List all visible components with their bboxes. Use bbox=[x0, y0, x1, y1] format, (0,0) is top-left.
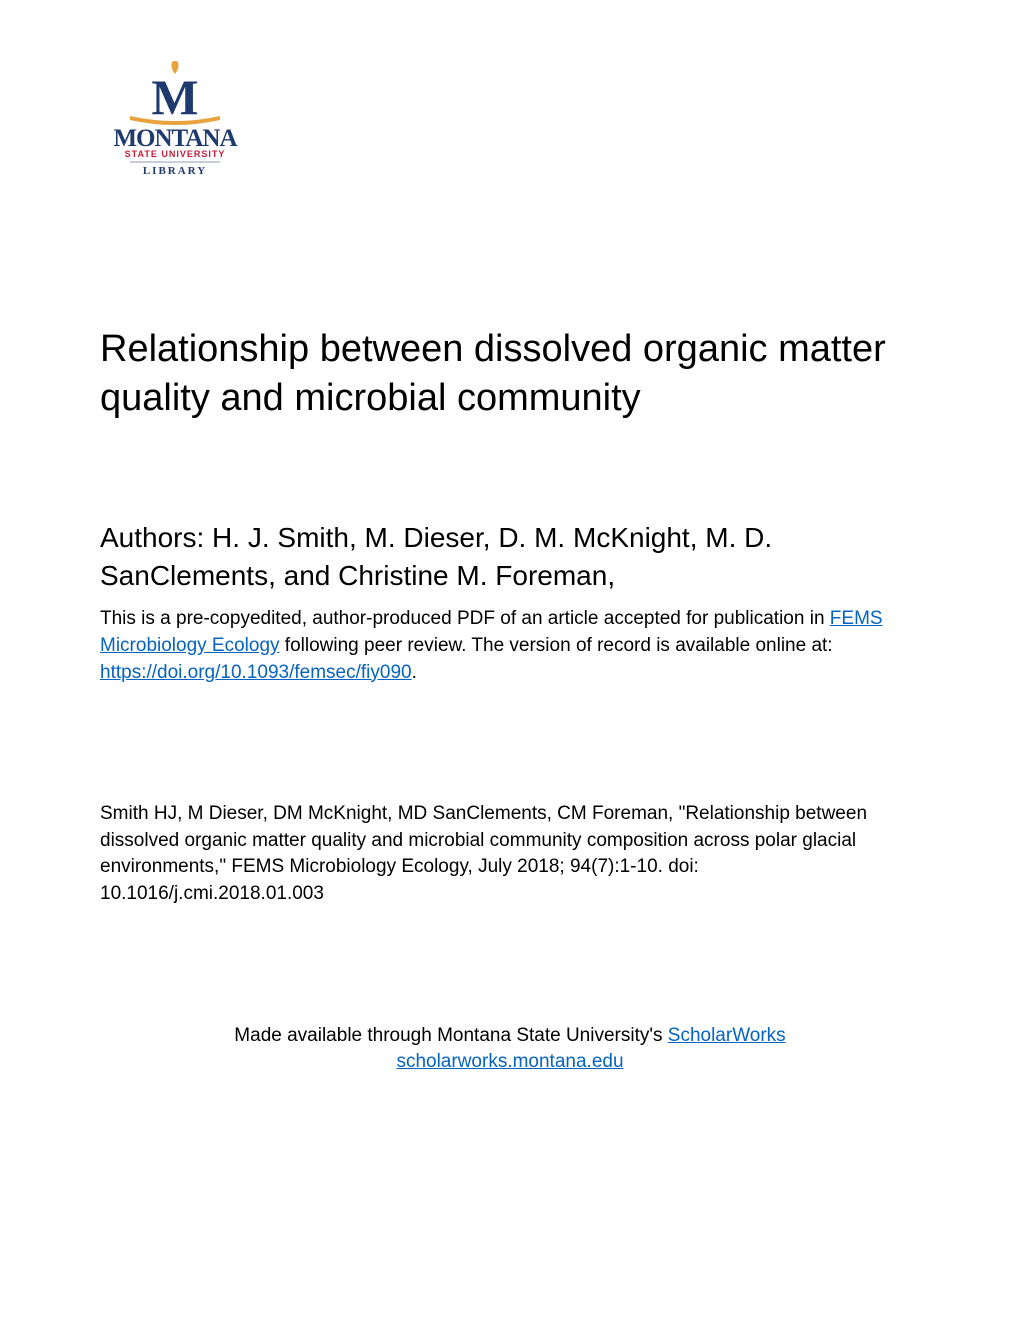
footer-text-1: Made available through Montana State Uni… bbox=[234, 1025, 667, 1046]
notice-text-1: This is a pre-copyedited, author-produce… bbox=[100, 608, 830, 629]
scholarworks-url-link[interactable]: scholarworks.montana.edu bbox=[396, 1051, 623, 1072]
notice-text-3: . bbox=[412, 662, 417, 683]
svg-text:MONTANA: MONTANA bbox=[113, 125, 237, 152]
svg-text:LIBRARY: LIBRARY bbox=[143, 165, 207, 177]
document-title: Relationship between dissolved organic m… bbox=[100, 325, 920, 424]
svg-text:STATE UNIVERSITY: STATE UNIVERSITY bbox=[125, 149, 226, 159]
publication-notice: This is a pre-copyedited, author-produce… bbox=[100, 606, 920, 686]
svg-text:M: M bbox=[151, 69, 198, 125]
montana-logo-svg: M MONTANA STATE UNIVERSITY LIBRARY bbox=[100, 60, 250, 180]
logo-container: M MONTANA STATE UNIVERSITY LIBRARY bbox=[100, 60, 920, 185]
university-logo: M MONTANA STATE UNIVERSITY LIBRARY bbox=[100, 60, 250, 185]
scholarworks-link[interactable]: ScholarWorks bbox=[668, 1025, 786, 1046]
citation-text: Smith HJ, M Dieser, DM McKnight, MD SanC… bbox=[100, 801, 920, 907]
footer-text: Made available through Montana State Uni… bbox=[100, 1023, 920, 1076]
authors-list: Authors: H. J. Smith, M. Dieser, D. M. M… bbox=[100, 519, 920, 595]
notice-text-2: following peer review. The version of re… bbox=[280, 635, 833, 656]
doi-link[interactable]: https://doi.org/10.1093/femsec/fiy090 bbox=[100, 662, 412, 683]
